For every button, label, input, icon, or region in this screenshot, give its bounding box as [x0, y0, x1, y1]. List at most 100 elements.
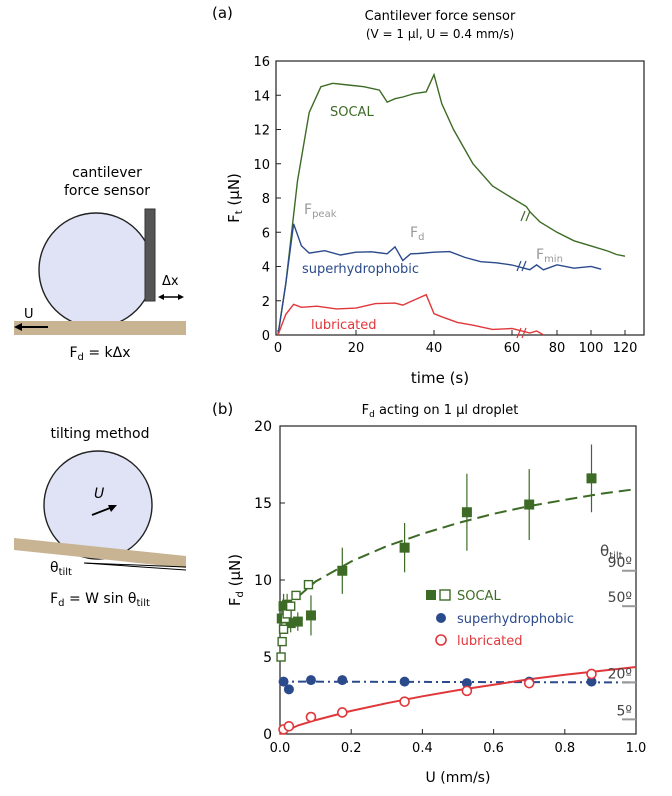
theta-tilt-label: θtilt: [50, 560, 72, 578]
legend-superhydrophobic-label: superhydrophobic: [457, 612, 574, 627]
droplet-tilting: [43, 450, 153, 560]
cantilever-substrate: [14, 321, 186, 335]
panel-a-frame: [275, 60, 645, 336]
lubricated-point: [523, 677, 535, 689]
socal-open-point: [291, 590, 301, 601]
cantilever-equation: Fd = kΔx: [69, 345, 130, 363]
a-ytick-label: 16: [253, 55, 270, 70]
tilted-substrate: [14, 538, 186, 568]
superhydrophobic-point: [586, 676, 597, 687]
theta-tick-label: 5º: [616, 703, 632, 719]
lubricated-point: [461, 685, 473, 697]
panel-b-xlabel: U (mm/s): [426, 770, 491, 786]
b-ytick-label: 0: [263, 727, 272, 743]
panel-a-y-ticks: 0 2 4 6 8 10 12 14 16: [253, 55, 281, 344]
b-ytick-label: 10: [254, 573, 272, 589]
annot-fmin: Fmin: [536, 247, 563, 265]
socal-point: [586, 473, 597, 484]
tilting-equation: Fd = W sin θtilt: [50, 591, 150, 609]
a-ytick-label: 14: [253, 89, 270, 104]
dx-arrowhead-right: [178, 294, 184, 300]
legend-superhydrophobic-marker: [436, 613, 446, 623]
lubricated-point: [283, 720, 295, 732]
annot-lubricated: lubricated: [311, 318, 377, 333]
b-ytick-label: 15: [254, 496, 272, 512]
dx-arrowhead-left: [158, 294, 164, 300]
a-xtick-label: 120: [613, 341, 638, 356]
b-xtick-label: 0.0: [270, 741, 291, 756]
panel-a-title: Cantilever force sensor: [365, 9, 516, 24]
a-ytick-label: 2: [262, 295, 270, 310]
series-superhydrophobic-line: [277, 223, 602, 336]
lubricated-point: [586, 668, 597, 680]
a-xtick-label: 0: [274, 341, 282, 356]
superhydrophobic-point: [461, 678, 472, 689]
u-arrow-tilting: [91, 507, 111, 516]
superhydrophobic-point: [278, 676, 289, 687]
legend-socal-open: [439, 589, 451, 601]
panel-a: (a) Cantilever force sensor (V = 1 μl, U…: [212, 4, 645, 387]
legend-socal-filled: [426, 590, 436, 600]
tilting-title: tilting method: [51, 426, 150, 442]
panel-a-ylabel: Ft (μN): [225, 173, 245, 223]
cantilever-beam: [144, 208, 156, 302]
annot-fpeak: Fpeak: [304, 202, 337, 220]
superhydrophobic-point: [305, 675, 316, 686]
panel-b-title: Fd acting on 1 μl droplet: [362, 403, 519, 420]
a-ytick-label: 4: [262, 261, 270, 276]
tilting-diagram: tilting method U θtilt Fd = W sin θtilt: [14, 426, 187, 609]
u-arrowhead-tilting: [108, 505, 117, 512]
socal-open-point: [277, 636, 287, 647]
legend-lubricated-marker: [435, 634, 447, 646]
fit-superhydrophobic: [279, 680, 637, 684]
a-ytick-label: 8: [262, 192, 270, 207]
panel-a-xlabel: time (s): [411, 369, 469, 387]
panel-a-x-ticks: 0 20 40 60 80 100 120: [274, 330, 638, 356]
superhydrophobic-point: [399, 676, 410, 687]
panel-b: (b) Fd acting on 1 μl droplet 0.0 0.2 0.4 0…: [212, 400, 646, 786]
u-arrowhead-cantilever: [14, 323, 22, 331]
a-xtick-label: 20: [348, 341, 365, 356]
fit-socal: [297, 488, 637, 598]
panel-b-x-ticks: 0.0 0.2 0.4 0.6 0.8 1.0: [270, 729, 647, 756]
droplet-cantilever: [38, 212, 154, 328]
lubricated-point: [305, 711, 317, 723]
a-xtick-label: 100: [579, 341, 604, 356]
lubricated-point: [336, 707, 348, 718]
b-ytick-label: 20: [254, 419, 272, 435]
a-ytick-label: 12: [253, 124, 270, 139]
panel-b-ylabel: Fd (μN): [226, 554, 246, 606]
panel-b-frame: [279, 425, 637, 735]
b-ytick-label: 5: [263, 650, 272, 666]
theta-tilt-scale: θtilt 90º 50º 20º 5º: [600, 542, 636, 721]
panel-a-subtitle: (V = 1 μl, U = 0.4 mm/s): [366, 27, 514, 41]
annot-socal: SOCAL: [330, 105, 374, 120]
series-lubricated-line: [277, 293, 544, 336]
theta-scale-title: θtilt: [600, 542, 623, 562]
b-xtick-label: 0.6: [483, 741, 504, 756]
a-xtick-label: 60: [504, 341, 521, 356]
dx-label: Δx: [162, 274, 179, 289]
a-xtick-label: 40: [426, 341, 443, 356]
a-ytick-label: 10: [253, 158, 270, 173]
socal-point: [461, 507, 472, 518]
theta-tick-label: 20º: [608, 666, 632, 682]
socal-point: [337, 565, 348, 576]
panel-b-series: [276, 444, 597, 735]
a-ytick-label: 0: [262, 329, 270, 344]
b-xtick-label: 0.2: [341, 741, 362, 756]
annot-superhydrophobic: superhydrophobic: [302, 262, 419, 277]
tilt-angle-line-2: [83, 562, 187, 568]
series-socal-line: [277, 72, 626, 336]
panel-b-label: (b): [212, 400, 233, 418]
socal-point: [285, 618, 296, 629]
theta-tick-label: 50º: [608, 590, 632, 606]
b-xtick-label: 1.0: [626, 741, 647, 756]
socal-open-point: [278, 624, 289, 634]
lubricated-point: [399, 696, 410, 707]
socal-point: [292, 616, 303, 627]
a-ytick-label: 6: [262, 226, 270, 241]
annot-fd: Fd: [410, 225, 424, 243]
socal-point: [305, 610, 316, 621]
